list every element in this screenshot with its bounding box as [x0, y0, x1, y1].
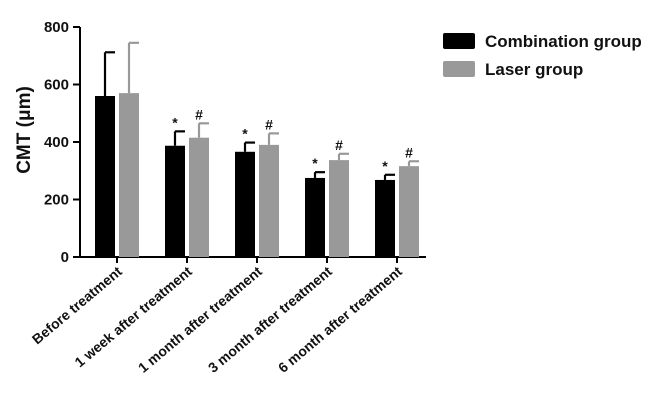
x-tick-label: 1 month after treatment — [135, 263, 265, 376]
x-tick-label: 6 month after treatment — [275, 263, 405, 376]
legend-label: Laser group — [485, 60, 583, 79]
y-tick-label: 400 — [44, 134, 69, 151]
bar — [375, 179, 395, 257]
y-tick-label: 800 — [44, 19, 69, 36]
significance-marker: # — [265, 116, 273, 132]
significance-marker: * — [172, 114, 178, 130]
significance-marker: * — [242, 126, 248, 142]
x-tick-label: 1 week after treatment — [71, 263, 195, 371]
bar — [165, 145, 185, 257]
bar — [259, 144, 279, 257]
y-axis-ticks: 0 200 400 600 800 — [44, 19, 80, 266]
bar — [95, 96, 115, 257]
bars: * # * # * # * # — [95, 41, 419, 257]
y-tick-label: 0 — [61, 249, 69, 266]
legend: Combination group Laser group — [443, 32, 642, 79]
bar — [119, 93, 139, 257]
legend-label: Combination group — [485, 32, 642, 51]
bar — [189, 137, 209, 257]
bar — [329, 160, 349, 257]
bar — [399, 166, 419, 257]
y-tick-label: 200 — [44, 192, 69, 209]
bar — [305, 177, 325, 257]
significance-marker: # — [405, 144, 413, 160]
y-tick-label: 600 — [44, 77, 69, 94]
bar — [235, 151, 255, 257]
legend-swatch — [443, 33, 475, 49]
significance-marker: # — [195, 106, 203, 122]
legend-swatch — [443, 61, 475, 77]
x-tick-label: 3 month after treatment — [205, 263, 335, 376]
y-axis-title: CMT (μm) — [14, 86, 35, 174]
significance-marker: # — [335, 137, 343, 153]
significance-marker: * — [312, 155, 318, 171]
significance-marker: * — [382, 158, 388, 174]
